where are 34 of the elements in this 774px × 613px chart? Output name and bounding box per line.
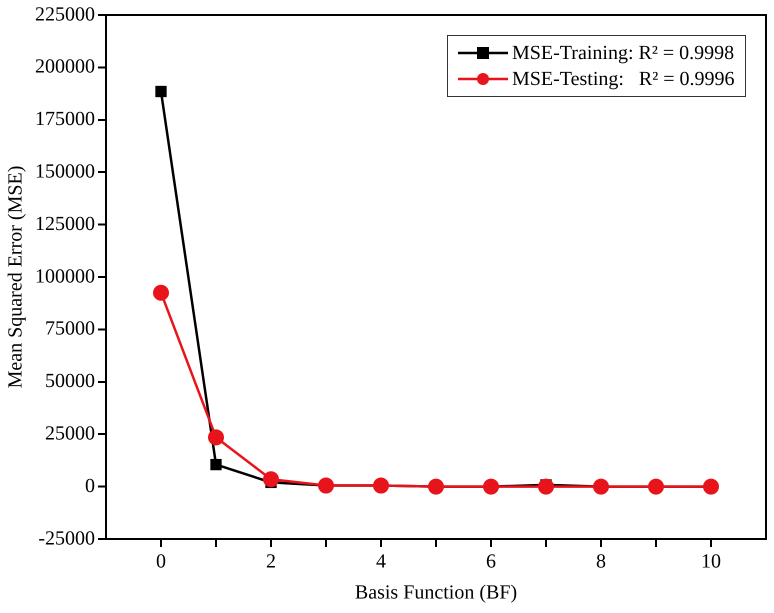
- x-tick-label: 6: [486, 550, 496, 572]
- point: [153, 284, 169, 301]
- y-tick-label: 0: [85, 474, 95, 497]
- x-tick-label: 2: [266, 550, 276, 572]
- y-tick-label: 125000: [35, 212, 95, 235]
- y-tick-label: 25000: [45, 422, 95, 444]
- y-tick-label: 150000: [35, 160, 95, 182]
- point: [538, 478, 554, 495]
- y-tick-label: 225000: [35, 3, 95, 26]
- x-axis-title: Basis Function (BF): [354, 581, 518, 604]
- x-tick-label: 4: [376, 550, 386, 572]
- point: [210, 458, 222, 470]
- y-tick-label: 200000: [35, 56, 95, 78]
- y-tick-label: 75000: [45, 318, 95, 340]
- point: [318, 478, 334, 494]
- point: [373, 478, 389, 494]
- y-axis-title: Mean Squared Error (MSE): [4, 166, 26, 388]
- point: [648, 478, 664, 495]
- point: [703, 478, 719, 495]
- point: [155, 86, 167, 98]
- point: [428, 478, 444, 495]
- legend-label: MSE-Training: R² = 0.9998: [512, 41, 734, 66]
- y-tick-label: 50000: [45, 370, 95, 392]
- legend-label: MSE-Testing: R² = 0.9996: [512, 67, 735, 92]
- y-tick-label: -25000: [38, 527, 95, 550]
- x-tick-label: 0: [156, 550, 166, 572]
- point: [263, 471, 279, 488]
- x-tick-label: 8: [596, 550, 606, 572]
- y-tick-label: 100000: [35, 265, 95, 288]
- point: [593, 478, 609, 495]
- x-tick-label: 10: [701, 550, 721, 572]
- y-tick-label: 175000: [35, 108, 95, 130]
- point: [483, 478, 499, 495]
- point: [208, 429, 224, 446]
